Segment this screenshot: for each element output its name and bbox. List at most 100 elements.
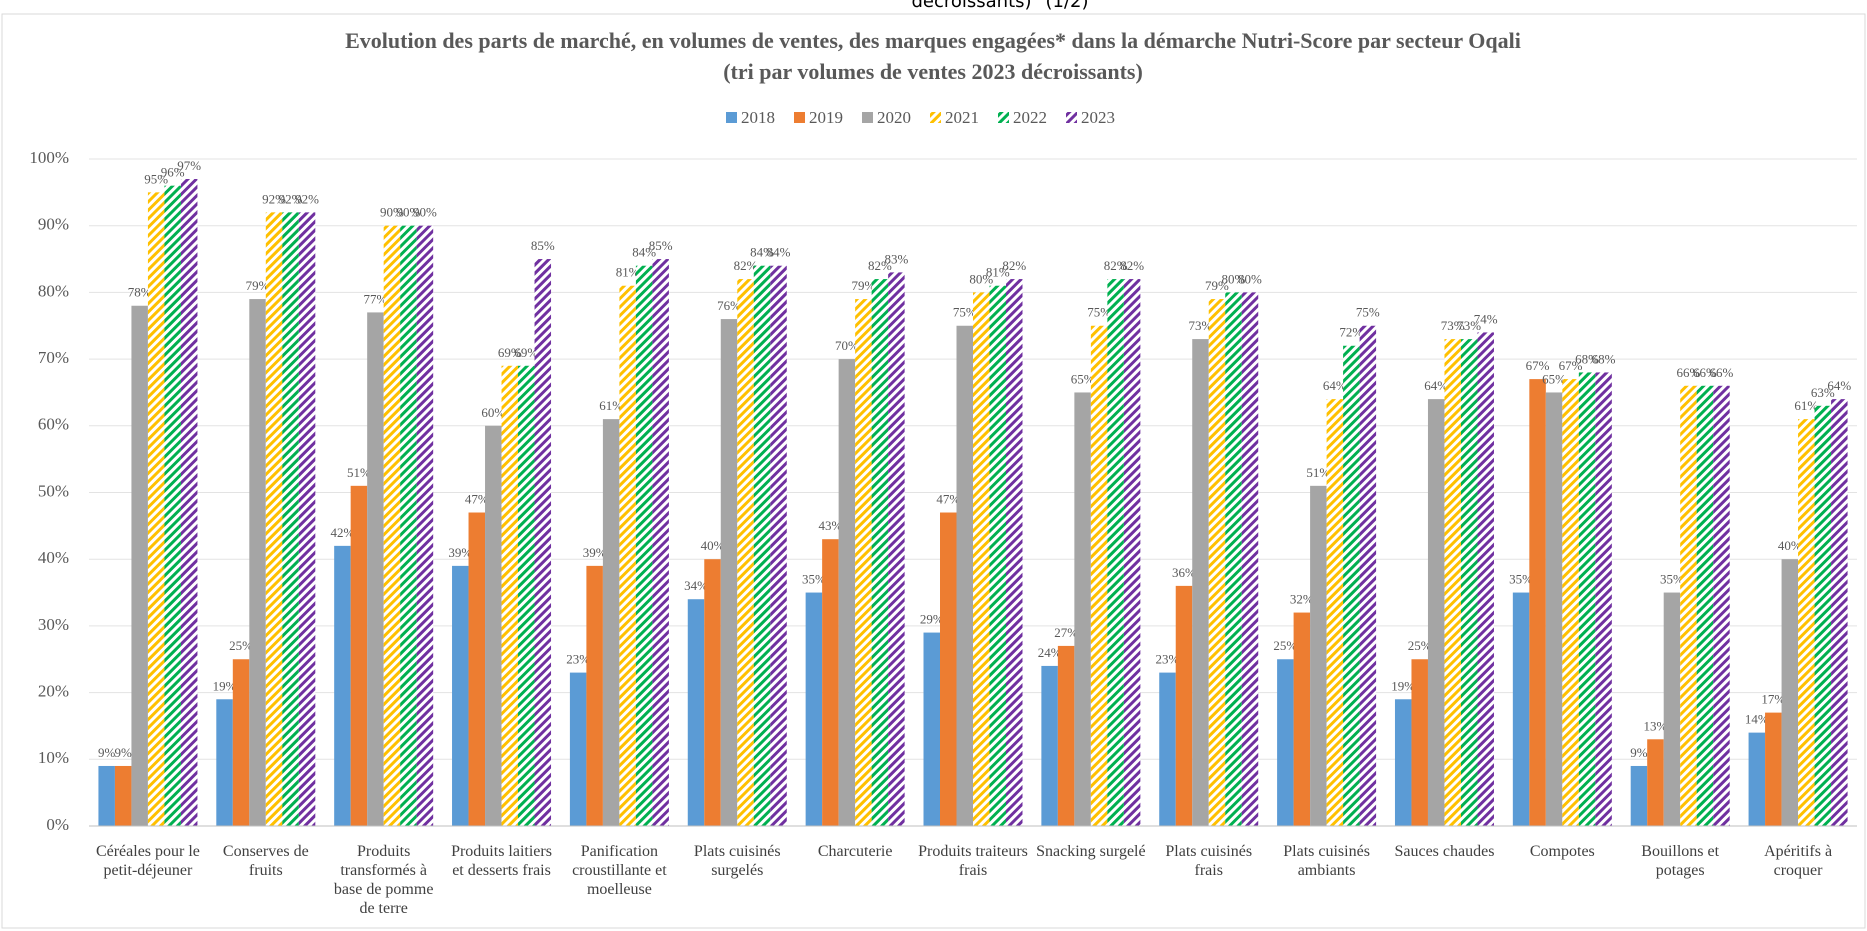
bar: [518, 365, 535, 826]
value-label: 32%: [1290, 592, 1314, 607]
value-label: 66%: [1710, 365, 1734, 380]
value-label: 19%: [1391, 678, 1415, 693]
x-tick-label: Conserves de fruits: [222, 843, 309, 879]
bar: [114, 765, 132, 826]
bar: [704, 559, 721, 826]
value-label: 90%: [413, 205, 437, 220]
y-tick-label: 0%: [46, 815, 69, 834]
y-tick-label: 70%: [38, 348, 69, 367]
value-label: 43%: [818, 518, 842, 533]
bar: [1293, 612, 1311, 826]
value-label: 80%: [1238, 271, 1262, 286]
bar: [180, 179, 198, 826]
legend-swatch: [1066, 112, 1077, 123]
x-tick-label: Céréales pour le petit-déjeuner: [95, 843, 200, 879]
bar: [956, 325, 973, 826]
value-label: 68%: [1592, 351, 1616, 366]
bar: [1394, 699, 1412, 826]
bar: [569, 672, 587, 826]
y-tick-label: 60%: [38, 415, 69, 434]
legend-label: 2018: [741, 108, 775, 127]
bar: [973, 292, 990, 826]
y-tick-label: 10%: [38, 748, 69, 767]
value-label: 67%: [1526, 358, 1550, 373]
bar: [1277, 659, 1294, 826]
value-label: 60%: [481, 405, 505, 420]
value-label: 97%: [177, 158, 201, 173]
value-label: 64%: [1827, 378, 1851, 393]
value-label: 42%: [330, 525, 354, 540]
x-tick-label: Produits transformés à base de pomme de …: [333, 843, 434, 917]
bar: [888, 272, 905, 826]
x-tick-label: Sauces chaudes: [1394, 843, 1495, 860]
bar: [350, 485, 368, 826]
bar: [1765, 712, 1782, 826]
x-tick-label: Snacking surgelé: [1036, 843, 1146, 860]
value-label: 36%: [1172, 565, 1196, 580]
bar: [367, 312, 384, 826]
x-tick-label: Plats cuisinés frais: [1165, 843, 1253, 879]
value-label: 61%: [1794, 398, 1818, 413]
value-label: 73%: [1457, 318, 1481, 333]
value-label: 92%: [295, 191, 319, 206]
value-label: 69%: [514, 345, 538, 360]
legend-swatch: [794, 112, 805, 123]
bar: [1680, 385, 1697, 826]
value-label: 40%: [701, 538, 725, 553]
value-label: 9%: [115, 745, 133, 760]
value-label: 73%: [1189, 318, 1213, 333]
bar: [1647, 739, 1664, 826]
bar: [1310, 485, 1327, 826]
bar: [586, 565, 603, 826]
bar: [1074, 392, 1091, 826]
value-label: 79%: [851, 278, 875, 293]
value-label: 39%: [448, 545, 472, 560]
bar: [1545, 392, 1563, 826]
value-label: 84%: [767, 245, 791, 260]
value-label: 74%: [1474, 311, 1498, 326]
bar: [1359, 325, 1377, 826]
bar: [1006, 279, 1023, 826]
bar: [652, 259, 669, 826]
bar: [1444, 339, 1461, 826]
value-label: 72%: [1339, 325, 1363, 340]
value-label: 90%: [396, 205, 420, 220]
bar: [687, 599, 705, 826]
bar: [1595, 372, 1612, 826]
y-tick-label: 40%: [38, 548, 69, 567]
bar: [770, 265, 787, 827]
bar: [232, 659, 250, 826]
bar: [1831, 399, 1848, 826]
value-label: 17%: [1761, 692, 1785, 707]
value-label: 40%: [1778, 538, 1802, 553]
value-label: 61%: [599, 398, 623, 413]
cut-text: décroissants)" (1/2): [911, 0, 1088, 12]
value-label: 67%: [1559, 358, 1583, 373]
value-label: 84%: [750, 245, 774, 260]
bar: [501, 365, 519, 826]
value-label: 34%: [684, 578, 708, 593]
bar: [602, 419, 620, 826]
value-label: 82%: [1120, 258, 1144, 273]
value-label: 96%: [161, 165, 185, 180]
value-label: 24%: [1038, 645, 1062, 660]
value-label: 82%: [868, 258, 892, 273]
bar: [249, 299, 266, 826]
bar: [334, 545, 351, 826]
value-label: 29%: [920, 612, 944, 627]
value-label: 84%: [632, 245, 656, 260]
bar: [871, 279, 889, 826]
legend-swatch: [726, 112, 737, 123]
value-label: 78%: [128, 285, 152, 300]
bar: [1326, 399, 1344, 826]
value-label: 82%: [734, 258, 758, 273]
bar: [923, 632, 940, 826]
y-tick-label: 100%: [29, 148, 69, 167]
value-label: 65%: [1542, 371, 1566, 386]
bar: [383, 225, 401, 826]
value-label: 82%: [1104, 258, 1128, 273]
value-label: 13%: [1644, 718, 1668, 733]
bar: [164, 185, 181, 826]
value-label: 80%: [969, 271, 993, 286]
bar: [1512, 592, 1530, 826]
